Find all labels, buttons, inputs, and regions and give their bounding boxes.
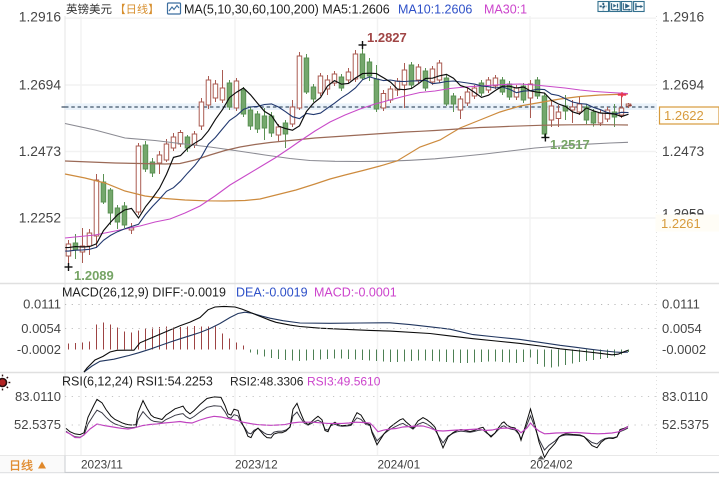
svg-text:52.5375: 52.5375 [662, 417, 709, 432]
svg-text:MACD:-0.0001: MACD:-0.0001 [314, 286, 397, 300]
svg-text:RSI2:48.3306: RSI2:48.3306 [230, 375, 304, 389]
svg-text:1.2916: 1.2916 [662, 10, 705, 25]
svg-text:1.2473: 1.2473 [662, 144, 705, 159]
svg-text:0.0054: 0.0054 [21, 321, 61, 336]
svg-text:RSI(6,12,24) RSI1:54.2253: RSI(6,12,24) RSI1:54.2253 [62, 375, 213, 389]
svg-text:1.2694: 1.2694 [662, 78, 705, 93]
svg-text:1.2694: 1.2694 [19, 78, 62, 93]
svg-text:1.2517: 1.2517 [550, 137, 590, 152]
svg-text:2023/12: 2023/12 [235, 458, 278, 472]
svg-text:-0.0002: -0.0002 [662, 342, 706, 357]
svg-text:MACD(26,12,9) DIFF:-0.0019: MACD(26,12,9) DIFF:-0.0019 [62, 286, 226, 300]
svg-text:1.2261: 1.2261 [661, 216, 701, 231]
svg-text:1.2089: 1.2089 [74, 268, 114, 283]
svg-text:MA(5,10,30,60,100,200) MA5:1.: MA(5,10,30,60,100,200) MA5:1.2606 [184, 3, 390, 17]
svg-text:1.2827: 1.2827 [367, 30, 407, 45]
svg-text:1.2252: 1.2252 [19, 211, 61, 226]
svg-text:83.0110: 83.0110 [15, 389, 61, 404]
svg-text:2024/02: 2024/02 [530, 458, 573, 472]
svg-text:52.5375: 52.5375 [14, 417, 61, 432]
svg-text:2023/11: 2023/11 [81, 458, 123, 472]
svg-text:2024/01: 2024/01 [378, 458, 421, 472]
svg-text:0.0054: 0.0054 [662, 321, 702, 336]
svg-text:MA30:1: MA30:1 [484, 3, 527, 17]
svg-text:83.0110: 83.0110 [662, 389, 708, 404]
svg-text:0.0111: 0.0111 [23, 296, 61, 311]
svg-text:-0.0002: -0.0002 [17, 342, 61, 357]
svg-text:MA10:1.2606: MA10:1.2606 [398, 3, 472, 17]
svg-text:1.2473: 1.2473 [19, 144, 62, 159]
svg-text:1.2622: 1.2622 [664, 108, 704, 123]
svg-text:RSI3:49.5610: RSI3:49.5610 [307, 375, 381, 389]
svg-text:DEA:-0.0019: DEA:-0.0019 [236, 286, 308, 300]
svg-text:1.2916: 1.2916 [19, 10, 62, 25]
svg-text:0.0111: 0.0111 [662, 296, 700, 311]
